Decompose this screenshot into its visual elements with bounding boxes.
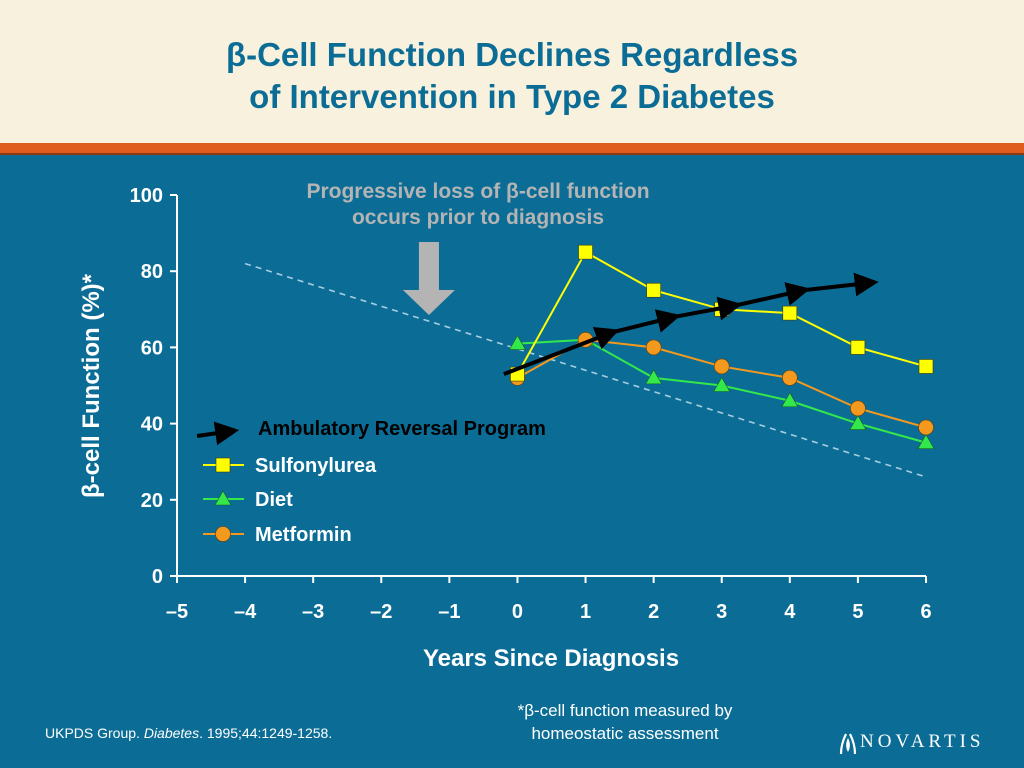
x-tick-label: 1	[580, 601, 591, 623]
legend-overlay-label: Ambulatory Reversal Program	[258, 418, 546, 440]
citation-journal: Diabetes	[143, 725, 200, 741]
chart-axes: 0 20 40 60 80 100 –5 –4 –3 –2 –1 0 1 2 3 4 5 6	[130, 185, 932, 623]
footnote-line-2: homeostatic assessment	[531, 724, 719, 743]
data-point	[645, 339, 662, 356]
data-point	[713, 376, 731, 392]
title-banner	[0, 0, 1024, 143]
data-point	[646, 282, 661, 298]
footnote-line-1: *β-cell function measured by	[517, 701, 733, 720]
data-point	[849, 414, 867, 430]
citation-prefix: UKPDS Group.	[45, 725, 144, 741]
legend-arrow-icon	[196, 421, 240, 446]
legend-label: Metformin	[255, 524, 352, 546]
overlay-arrow-segment	[803, 272, 879, 297]
data-point	[713, 358, 730, 375]
legend-label: Diet	[255, 489, 293, 511]
data-point	[782, 305, 798, 321]
reversal-program-overlay	[503, 272, 879, 376]
footnote: *β-cell function measured by homeostatic…	[470, 699, 780, 745]
data-point	[578, 244, 593, 260]
novartis-logo: NOVARTIS	[838, 728, 1008, 758]
x-tick-label: 2	[648, 601, 659, 623]
x-tick-label: –4	[234, 601, 257, 623]
extrapolation-line	[244, 262, 927, 478]
data-point	[850, 400, 866, 417]
legend-marker	[214, 490, 232, 506]
x-axis-title: Years Since Diagnosis	[423, 645, 679, 672]
logo-wordmark: NOVARTIS	[860, 731, 985, 752]
x-tick-label: –5	[166, 601, 188, 623]
x-tick-label: 5	[852, 601, 863, 623]
legend-marker	[215, 457, 231, 473]
extrapolation-line-group	[244, 262, 927, 478]
header-divider	[0, 153, 1024, 155]
y-tick-label: 80	[141, 261, 163, 283]
data-point	[918, 419, 934, 436]
annotation-line-2: occurs prior to diagnosis	[352, 206, 604, 229]
data-point	[918, 359, 934, 374]
annotation-group: Progressive loss of β-cell function occur…	[306, 180, 650, 315]
slide-title: β-Cell Function Declines Regardless of I…	[0, 34, 1024, 118]
x-tick-label: –1	[438, 601, 460, 623]
data-point	[508, 334, 526, 350]
y-tick-label: 100	[130, 185, 163, 207]
x-tick-label: –2	[370, 601, 392, 623]
overlay-arrow-segment	[734, 282, 811, 308]
header-accent-bar	[0, 143, 1024, 153]
y-tick-label: 20	[141, 490, 163, 512]
series-metformin	[509, 331, 934, 436]
y-tick-label: 60	[141, 337, 163, 359]
citation-suffix: . 1995;44:1249-1258.	[199, 725, 333, 741]
axis-labels: Years Since Diagnosis β-cell Function (%)…	[78, 273, 679, 672]
data-point	[917, 434, 935, 449]
data-point	[645, 369, 663, 385]
y-tick-label: 0	[152, 566, 163, 588]
series-layer	[508, 244, 935, 449]
x-tick-label: 0	[512, 601, 523, 623]
data-point	[782, 370, 798, 386]
overlay-arrow-segment	[673, 296, 743, 321]
data-point	[781, 392, 799, 408]
y-axis-title: β-cell Function (%)*	[78, 273, 105, 498]
x-tick-label: 3	[716, 601, 727, 623]
legend-marker	[215, 526, 231, 542]
overlay-arrow-segment	[612, 309, 682, 335]
annotation-line-1: Progressive loss of β-cell function	[306, 180, 649, 203]
x-tick-label: 6	[920, 601, 931, 623]
citation: UKPDS Group. Diabetes. 1995;44:1249-1258…	[45, 725, 332, 741]
x-tick-label: 4	[784, 601, 796, 623]
legend-label: Sulfonylurea	[255, 455, 377, 477]
novartis-flame-icon	[839, 733, 857, 755]
title-line-1: β-Cell Function Declines Regardless	[225, 36, 799, 73]
x-tick-label: –3	[302, 601, 324, 623]
chart-legend: Ambulatory Reversal Program Sulfonylurea D…	[196, 418, 546, 546]
data-point	[850, 340, 866, 355]
down-arrow-icon	[402, 242, 455, 315]
overlay-arrow-segment	[503, 326, 620, 376]
y-tick-label: 40	[141, 414, 163, 436]
title-line-2: of Intervention in Type 2 Diabetes	[249, 78, 775, 115]
